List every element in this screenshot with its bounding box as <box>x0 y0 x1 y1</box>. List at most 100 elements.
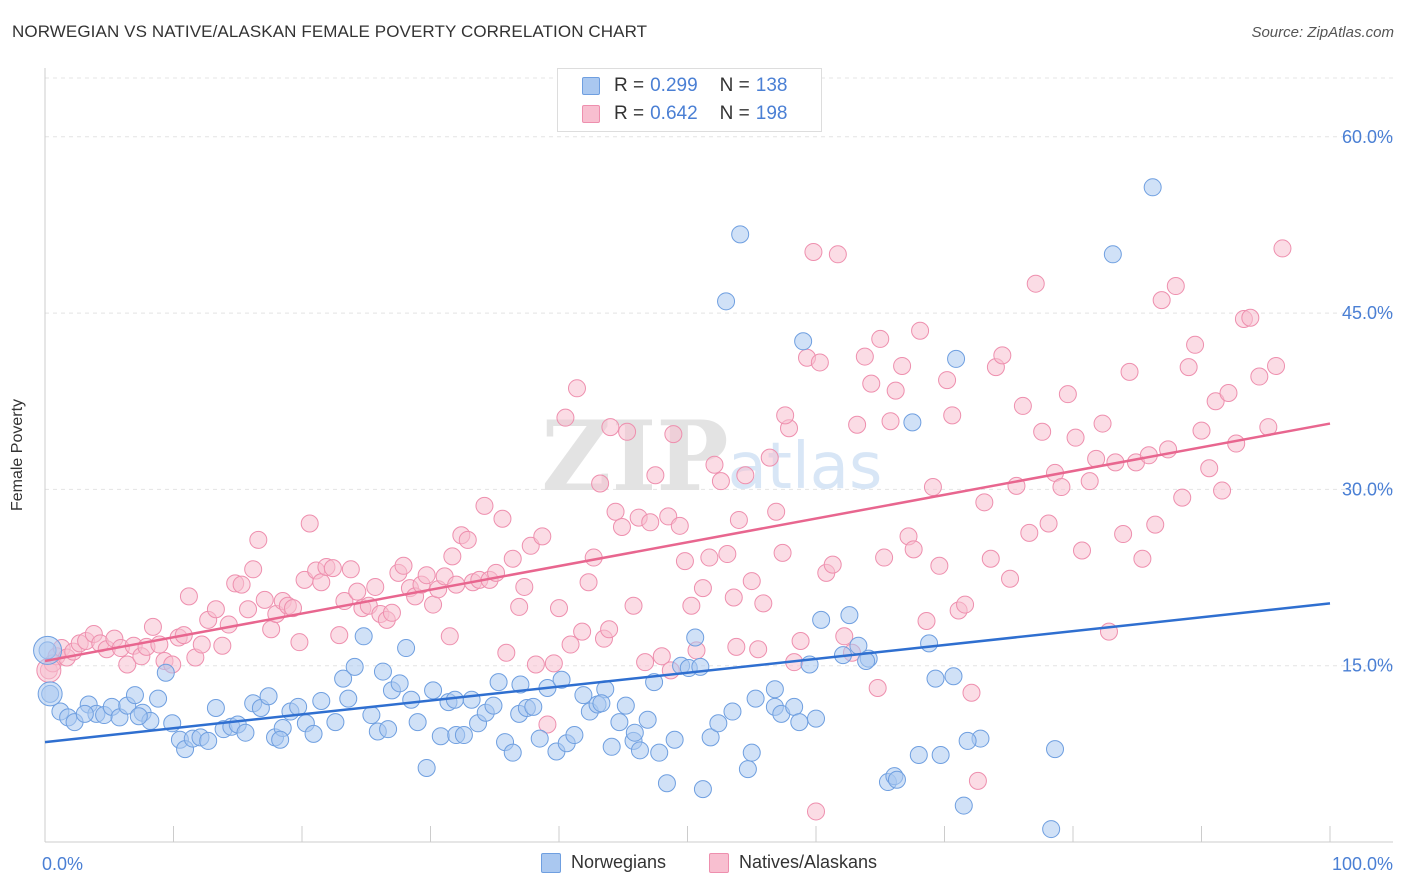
norwegian-point <box>345 657 364 676</box>
natives-point <box>503 549 522 568</box>
natives-point <box>807 802 825 821</box>
natives-point <box>1120 362 1139 381</box>
norwegian-point <box>746 689 765 708</box>
natives-point <box>510 597 529 616</box>
norwegian-point <box>503 743 522 762</box>
natives-point <box>938 371 957 390</box>
natives-point <box>612 517 631 536</box>
natives-point <box>736 466 755 485</box>
natives-point <box>848 415 867 434</box>
natives-point <box>424 595 443 614</box>
norwegian-trend-line <box>44 602 1331 744</box>
natives-point <box>670 516 689 535</box>
norwegian-point <box>326 713 345 732</box>
norwegian-point <box>206 699 225 718</box>
natives-point <box>711 472 730 491</box>
bottom-legend-swatch-pink <box>709 852 729 873</box>
natives-point <box>458 530 477 549</box>
natives-point <box>1020 523 1039 542</box>
natives-point <box>348 582 367 601</box>
legend-r-label: R = <box>614 103 645 124</box>
natives-point <box>606 502 625 521</box>
norwegian-point <box>931 746 950 765</box>
y-tick-label: 45.0% <box>1342 303 1393 323</box>
natives-point <box>1066 428 1085 447</box>
natives-point <box>143 617 162 636</box>
trend-lines <box>44 422 1331 744</box>
norwegian-point <box>958 731 977 750</box>
natives-point <box>886 381 905 400</box>
natives-point <box>493 509 512 528</box>
natives-point <box>618 422 637 441</box>
natives-point <box>749 640 768 659</box>
legend-row-natives: R = 0.642 N = 198 <box>582 102 795 126</box>
norwegian-point <box>616 696 635 715</box>
natives-point <box>591 474 610 493</box>
stats-legend: R = 0.299 N = 138 R = 0.642 N = 198 <box>557 68 822 132</box>
natives-point <box>515 577 534 596</box>
norwegian-point <box>592 694 611 713</box>
norwegian-point <box>686 628 705 647</box>
norwegian-point <box>625 723 644 742</box>
norwegian-point <box>129 707 148 726</box>
natives-point <box>881 412 900 431</box>
norwegian-point <box>610 713 629 732</box>
natives-point <box>330 626 349 645</box>
bottom-legend-norwegians: Norwegians <box>541 852 666 873</box>
natives-point <box>1072 541 1091 560</box>
natives-point <box>290 633 309 652</box>
natives-point <box>1033 422 1052 441</box>
natives-point <box>1058 385 1077 404</box>
norwegian-point <box>236 723 255 742</box>
natives-point <box>693 579 712 598</box>
legend-n-value: 198 <box>755 103 788 124</box>
norwegian-point <box>944 667 963 686</box>
natives-point <box>1114 525 1133 544</box>
bottom-legend-natives: Natives/Alaskans <box>709 852 877 873</box>
norwegian-point <box>408 713 427 732</box>
norwegian-point <box>1143 178 1162 197</box>
natives-point <box>544 654 563 673</box>
natives-point <box>219 615 238 634</box>
natives-point <box>394 556 413 575</box>
norwegian-point <box>149 689 168 708</box>
legend-swatch-pink <box>582 105 600 123</box>
norwegian-point <box>354 627 373 646</box>
natives-point <box>284 599 303 618</box>
bottom-legend-label: Natives/Alaskans <box>739 852 878 872</box>
norwegian-point <box>701 728 720 747</box>
natives-point <box>366 577 385 596</box>
norwegian-point <box>709 714 728 733</box>
norwegian-point <box>489 673 508 692</box>
natives-point <box>652 647 671 666</box>
norwegian-point <box>1103 245 1122 264</box>
norwegian-point <box>454 726 473 745</box>
norwegian-point-large <box>33 635 63 665</box>
norwegian-point <box>926 669 945 688</box>
natives-point <box>1013 396 1032 415</box>
norwegian-point <box>794 332 813 351</box>
norwegian-point <box>125 686 144 705</box>
chart-title: NORWEGIAN VS NATIVE/ALASKAN FEMALE POVER… <box>12 22 648 41</box>
norwegian-point <box>790 713 809 732</box>
natives-point <box>538 715 557 734</box>
natives-point <box>943 406 962 425</box>
norwegian-point-large <box>37 681 63 707</box>
norwegian-point <box>909 746 928 765</box>
axes <box>44 68 1393 843</box>
natives-point <box>810 353 829 372</box>
norwegian-point <box>75 704 94 723</box>
legend-n-label: N = <box>719 103 750 124</box>
natives-point <box>724 588 743 607</box>
x-tick-label: 100.0% <box>1332 854 1393 874</box>
norwegian-point <box>312 691 331 710</box>
norwegian-point <box>731 225 750 244</box>
natives-point <box>475 496 494 515</box>
natives-point <box>601 418 620 437</box>
norwegian-point <box>334 669 353 688</box>
natives-point <box>893 356 912 375</box>
norwegian-point <box>920 634 939 653</box>
natives-point <box>917 612 936 631</box>
natives-point <box>923 478 942 497</box>
natives-point <box>1206 392 1225 411</box>
